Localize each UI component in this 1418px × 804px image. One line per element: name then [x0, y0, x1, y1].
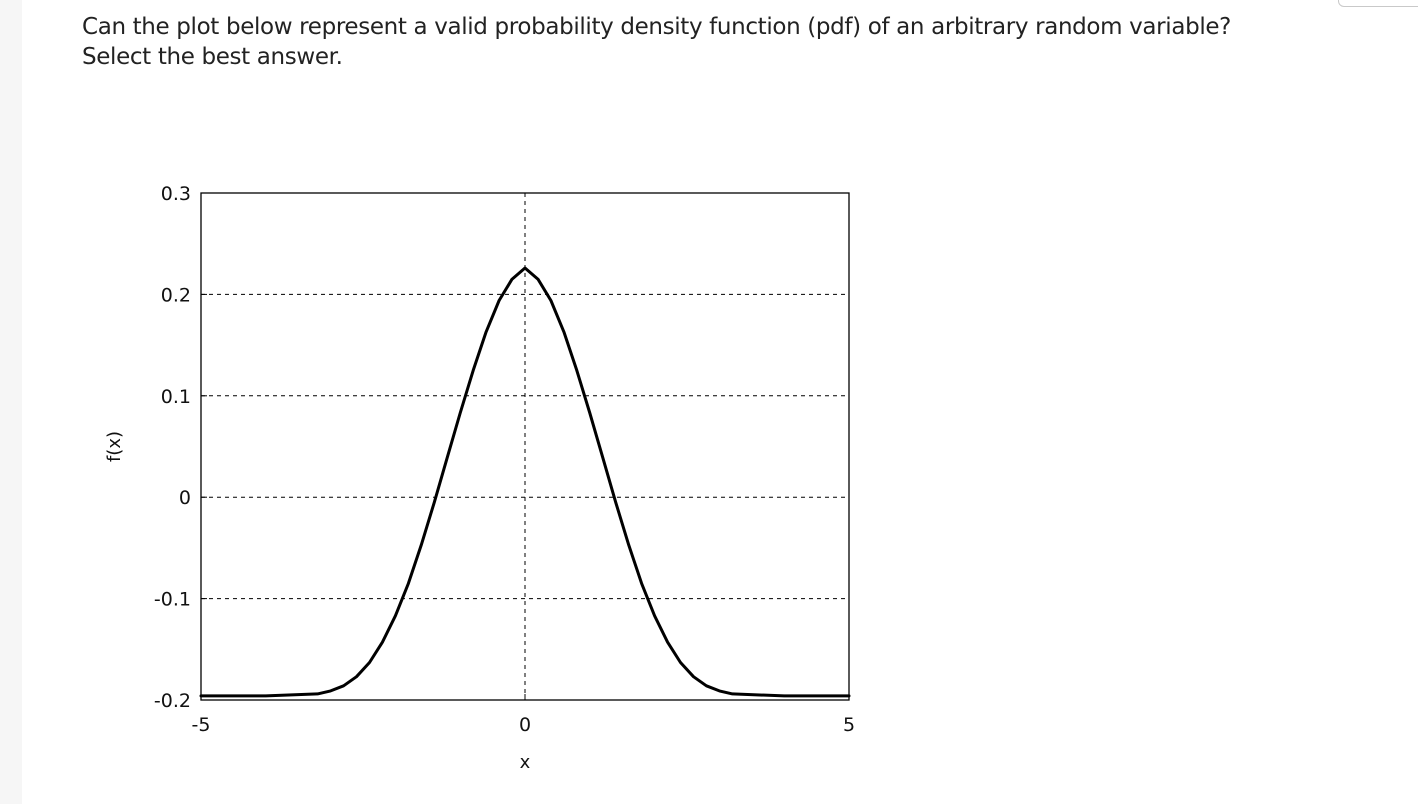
- question-text: Can the plot below represent a valid pro…: [82, 12, 1382, 72]
- x-axis-label: x: [520, 752, 531, 773]
- x-tick-label: 5: [843, 714, 855, 736]
- y-axis-label: f(x): [104, 431, 125, 462]
- y-tick-label: -0.1: [154, 589, 191, 611]
- y-tick-label: 0.2: [161, 284, 191, 306]
- question-line-1: Can the plot below represent a valid pro…: [82, 14, 1232, 40]
- left-gutter: [0, 0, 22, 804]
- pdf-curve-line: [199, 266, 851, 698]
- y-tick-label: 0: [179, 487, 191, 509]
- y-axis-ticks: -0.2 -0.1 0 0.1 0.2 0.3: [154, 183, 207, 712]
- y-tick-label: 0.3: [161, 183, 191, 205]
- x-axis-ticks: -5 0 5: [192, 694, 855, 736]
- y-tick-label: -0.2: [154, 690, 191, 712]
- y-tick-label: 0.1: [161, 386, 191, 408]
- x-tick-label: -5: [192, 714, 211, 736]
- question-line-2: Select the best answer.: [82, 44, 343, 70]
- chart-gridlines: [201, 193, 849, 700]
- corner-tab[interactable]: [1338, 0, 1418, 7]
- x-tick-label: 0: [519, 714, 531, 736]
